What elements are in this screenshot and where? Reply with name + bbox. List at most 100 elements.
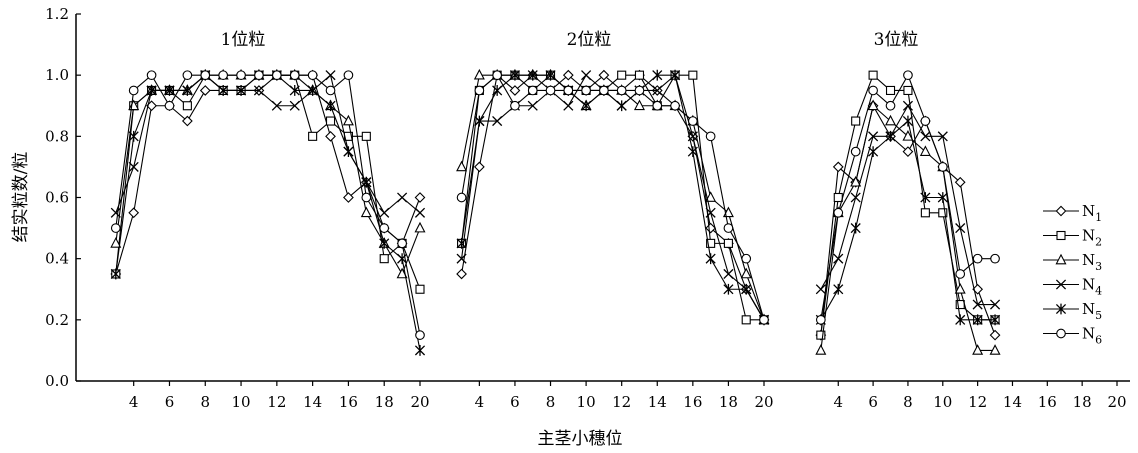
marker-diamond: [902, 146, 914, 158]
series-2: [457, 70, 769, 325]
marker-asterisk: [456, 237, 467, 249]
x-tick-label: 8: [200, 393, 210, 411]
marker-square: [741, 315, 751, 325]
marker-x: [989, 299, 1001, 310]
marker-triangle: [815, 344, 827, 355]
marker-diamond: [598, 69, 610, 81]
marker-diamond: [456, 268, 467, 280]
x-tick-label: 4: [475, 393, 485, 411]
marker-circle: [164, 100, 175, 111]
series-line: [115, 74, 421, 276]
marker-triangle: [902, 130, 914, 141]
series-line: [115, 74, 421, 336]
legend-label: N4: [1082, 276, 1102, 298]
marker-asterisk: [616, 100, 627, 112]
marker-circle: [271, 70, 282, 81]
legend-label: N3: [1082, 251, 1102, 273]
marker-circle: [972, 253, 983, 264]
marker-asterisk: [110, 268, 121, 280]
marker-circle: [815, 314, 826, 325]
marker-x: [902, 100, 914, 111]
marker-diamond: [972, 283, 984, 295]
marker-triangle: [954, 282, 966, 294]
marker-x: [1055, 279, 1067, 290]
x-tick-label: 12: [612, 393, 631, 411]
marker-square: [617, 70, 627, 80]
marker-circle: [634, 85, 645, 96]
marker-circle: [474, 85, 485, 96]
marker-square: [706, 238, 716, 248]
marker-circle: [687, 116, 698, 126]
marker-diamond: [128, 207, 140, 219]
marker-asterisk: [182, 85, 193, 96]
x-tick-label: 6: [510, 393, 520, 411]
y-tick-label: 0.4: [45, 250, 69, 268]
series-line: [461, 74, 764, 321]
marker-square: [833, 192, 843, 203]
series-2: [816, 70, 1000, 340]
marker-triangle: [705, 191, 717, 202]
series-line: [461, 74, 765, 321]
marker-square: [688, 70, 698, 80]
marker-circle: [289, 70, 300, 81]
x-tick-label: 14: [648, 393, 667, 411]
series-line: [115, 74, 421, 351]
panel: 3位粒 4 6 8 10 12 14 16 18 20: [815, 30, 1127, 411]
marker-diamond: [343, 192, 354, 203]
x-tick-label: 14: [1003, 393, 1022, 411]
marker-square: [903, 85, 913, 96]
series-6: [456, 70, 769, 325]
marker-diamond: [473, 161, 485, 173]
marker-circle: [868, 85, 878, 96]
marker-diamond: [199, 85, 211, 96]
marker-asterisk: [885, 130, 896, 142]
marker-asterisk: [343, 146, 354, 158]
marker-circle: [903, 70, 913, 81]
marker-circle: [146, 70, 157, 81]
marker-square: [634, 70, 645, 80]
marker-x: [920, 131, 931, 142]
x-tick-label: 4: [833, 393, 843, 411]
marker-circle: [254, 70, 264, 81]
marker-diamond: [181, 115, 193, 127]
x-axis-label: 主茎小穗位: [538, 429, 623, 449]
marker-square: [325, 116, 336, 126]
series-line: [461, 74, 765, 321]
marker-asterisk: [235, 85, 247, 96]
marker-circle: [343, 70, 354, 81]
marker-circle: [415, 330, 425, 340]
y-tick-label: 1.2: [45, 5, 69, 23]
series-4: [456, 70, 770, 325]
marker-triangle: [110, 237, 122, 248]
marker-circle: [379, 223, 390, 233]
marker-asterisk: [218, 85, 229, 96]
marker-asterisk: [687, 146, 698, 158]
marker-circle: [128, 85, 139, 96]
x-tick-label: 12: [267, 393, 286, 411]
marker-asterisk: [972, 314, 983, 326]
series-line: [461, 74, 765, 321]
series-6: [815, 70, 1000, 325]
marker-square: [920, 208, 930, 218]
marker-diamond: [705, 222, 717, 234]
marker-square: [361, 131, 371, 141]
marker-circle: [723, 223, 734, 233]
marker-circle: [527, 85, 538, 96]
marker-x: [289, 100, 300, 111]
marker-x: [271, 100, 282, 111]
marker-asterisk: [164, 85, 175, 96]
series-line: [115, 74, 421, 290]
series-line: [461, 74, 765, 320]
marker-asterisk: [1055, 303, 1067, 315]
marker-diamond: [1055, 205, 1067, 217]
marker-asterisk: [920, 192, 931, 203]
marker-asterisk: [937, 192, 948, 203]
x-tick-label: 14: [303, 393, 322, 411]
marker-square: [308, 131, 318, 141]
series-2: [111, 70, 425, 294]
marker-diamond: [509, 85, 521, 96]
x-tick-label: 6: [165, 393, 175, 411]
legend-item: N2: [1043, 227, 1102, 249]
marker-x: [868, 131, 879, 142]
